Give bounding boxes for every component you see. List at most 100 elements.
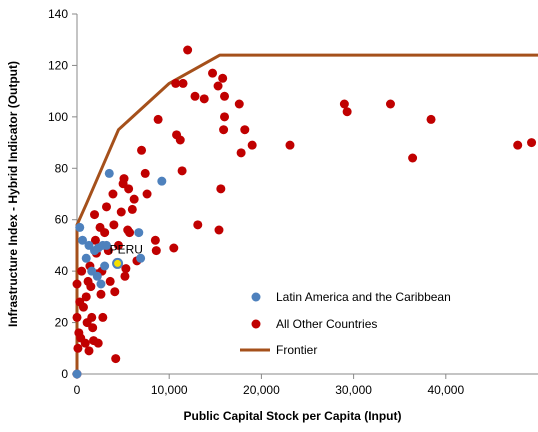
other-country-point (84, 346, 94, 356)
latam-point (72, 369, 82, 379)
latam-point (104, 168, 114, 178)
other-country-point (121, 264, 131, 274)
other-country-point (129, 194, 139, 204)
annotations: PERU (110, 242, 143, 269)
x-axis-title: Public Capital Stock per Capita (Input) (183, 409, 401, 423)
other-country-point (214, 225, 224, 235)
latam-point (92, 271, 102, 281)
other-country-point (110, 287, 120, 297)
y-tick-label: 120 (48, 58, 68, 72)
other-country-point (178, 78, 188, 88)
other-country-point (111, 354, 121, 364)
other-country-point (102, 202, 112, 212)
x-tick-label: 30,000 (335, 383, 372, 397)
other-country-point (175, 135, 185, 145)
other-country-point (216, 184, 226, 194)
latam-point (157, 176, 167, 186)
y-tick-label: 0 (61, 367, 68, 381)
other-country-point (234, 99, 244, 109)
legend-latam-label: Latin America and the Caribbean (276, 290, 451, 304)
other-country-point (240, 125, 250, 135)
other-country-point (219, 125, 229, 135)
other-country-point (119, 174, 129, 184)
other-country-point (151, 246, 161, 256)
other-country-point (342, 107, 352, 117)
latam-point (136, 253, 146, 263)
latam-point (75, 222, 85, 232)
other-country-point (78, 302, 88, 312)
y-tick-label: 40 (55, 264, 69, 278)
other-country-point (127, 204, 137, 214)
other-country-point (72, 312, 82, 322)
other-country-point (137, 145, 147, 155)
latam-point (96, 279, 106, 289)
other-country-point (105, 276, 115, 286)
other-country-point (140, 168, 150, 178)
peru-label: PERU (110, 242, 143, 256)
other-country-point (385, 99, 395, 109)
other-country-point (220, 112, 230, 122)
latam-point (100, 261, 110, 271)
other-country-point (213, 81, 223, 91)
other-country-point (142, 189, 152, 199)
plot-area: 0 20 40 60 80 100 120 140 0 10,000 20,000 30,000 40,… (48, 7, 538, 397)
latam-point (78, 235, 88, 245)
legend-others-label: All Other Countries (276, 317, 377, 331)
other-country-point (150, 235, 160, 245)
x-tick-label: 10,000 (151, 383, 188, 397)
other-country-point (113, 240, 123, 250)
axis-ticks: 0 20 40 60 80 100 120 140 0 10,000 20,000 30,000 40,… (48, 7, 465, 397)
latam-point (134, 228, 144, 238)
x-tick-label: 20,000 (243, 383, 280, 397)
other-country-point (218, 73, 228, 83)
other-country-point (77, 266, 87, 276)
y-tick-label: 140 (48, 7, 68, 21)
x-tick-label: 40,000 (427, 383, 464, 397)
other-country-point (72, 279, 82, 289)
legend-others-marker (251, 319, 261, 329)
y-tick-label: 80 (55, 161, 69, 175)
other-country-point (73, 343, 83, 353)
other-country-point (88, 323, 98, 333)
other-country-point (80, 338, 90, 348)
other-country-point (86, 282, 96, 292)
other-country-point (183, 45, 193, 55)
latam-point (102, 240, 112, 250)
other-country-point (220, 91, 230, 101)
other-country-point (426, 114, 436, 124)
other-country-point (190, 91, 200, 101)
other-country-point (236, 148, 246, 158)
other-country-point (285, 140, 295, 150)
other-country-point (408, 153, 418, 163)
other-country-point (100, 228, 110, 238)
other-country-point (199, 94, 209, 104)
y-axis-title: Infrastructure Index - Hybrid Indicator … (6, 61, 20, 327)
other-country-point (116, 207, 126, 217)
other-country-point (108, 189, 118, 199)
legend: Latin America and the Caribbean All Other… (240, 290, 451, 357)
other-country-point (98, 312, 108, 322)
other-country-point (177, 166, 187, 176)
other-country-point (93, 338, 103, 348)
other-country-point (527, 138, 537, 148)
legend-latam-marker (251, 292, 261, 302)
peru-point (112, 257, 124, 269)
other-country-point (169, 243, 179, 253)
other-country-point (513, 140, 523, 150)
other-country-point (96, 289, 106, 299)
other-country-point (247, 140, 257, 150)
other-country-point (171, 78, 181, 88)
other-country-point (124, 184, 134, 194)
other-country-point (125, 228, 135, 238)
other-country-point (81, 292, 91, 302)
other-country-point (208, 68, 218, 78)
y-tick-label: 100 (48, 110, 68, 124)
other-country-point (339, 99, 349, 109)
y-tick-label: 60 (55, 213, 69, 227)
other-country-point (153, 114, 163, 124)
y-tick-label: 20 (55, 316, 69, 330)
legend-frontier-label: Frontier (276, 343, 317, 357)
other-country-point (193, 220, 203, 230)
other-country-point (90, 235, 100, 245)
